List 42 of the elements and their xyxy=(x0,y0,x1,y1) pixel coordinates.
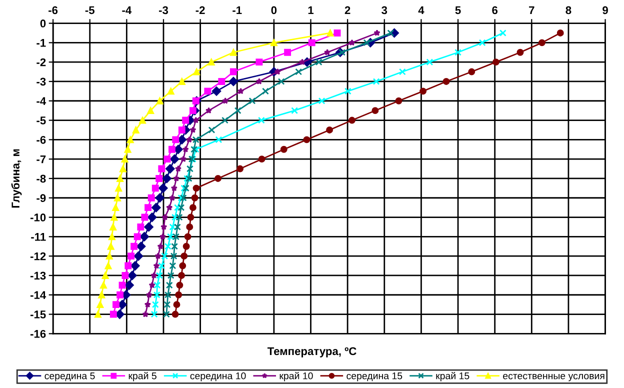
x-tick-label: 4 xyxy=(418,6,424,14)
y-tick-label: -12 xyxy=(30,252,46,260)
x-tick-label: 3 xyxy=(382,6,388,14)
y-tick-label: -5 xyxy=(36,116,46,124)
y-tick-label: -1 xyxy=(36,39,46,47)
x-tick-label: -6 xyxy=(48,6,58,14)
y-tick-label: -16 xyxy=(30,330,46,338)
y-axis-title: Глубина, м xyxy=(11,149,22,208)
x-tick-label: -1 xyxy=(232,6,242,14)
legend-label: край 15 xyxy=(436,372,470,382)
x-tick-label: -3 xyxy=(158,6,168,14)
legend-label: середина 15 xyxy=(346,372,402,382)
y-tick-label: -8 xyxy=(36,174,46,183)
x-axis-title: Температура, ºС xyxy=(267,347,356,358)
y-tick-label: -13 xyxy=(30,272,46,280)
x-tick-label: 8 xyxy=(566,6,572,14)
y-tick-label: -14 xyxy=(30,291,46,299)
y-tick-label: -11 xyxy=(31,233,46,241)
legend-label: край 5 xyxy=(128,372,156,382)
legend-label: край 10 xyxy=(280,372,313,382)
legend-label: естественные условия xyxy=(503,374,604,382)
x-tick-label: 7 xyxy=(529,6,534,14)
y-tick-label: -6 xyxy=(36,136,46,144)
x-tick-label: 9 xyxy=(602,6,608,14)
x-tick-label: 5 xyxy=(455,6,461,14)
y-tick-label: -7 xyxy=(36,155,46,164)
y-tick-label: -3 xyxy=(36,78,46,86)
y-tick-label: -10 xyxy=(30,214,46,222)
x-tick-label: -2 xyxy=(196,6,205,14)
y-tick-label: 0 xyxy=(40,20,46,28)
legend-label: середина 5 xyxy=(44,372,95,382)
x-tick-label: 2 xyxy=(344,6,350,14)
x-tick-label: 1 xyxy=(308,6,314,14)
x-tick-label: -4 xyxy=(122,6,132,14)
legend-label: середина 10 xyxy=(190,372,246,382)
x-tick-label: 0 xyxy=(271,6,277,14)
y-tick-label: -9 xyxy=(36,194,46,202)
x-tick-label: 6 xyxy=(492,6,498,14)
y-tick-label: -4 xyxy=(36,97,46,105)
x-tick-label: -5 xyxy=(85,6,94,14)
y-tick-label: -15 xyxy=(30,310,46,318)
y-tick-label: -2 xyxy=(36,58,46,66)
